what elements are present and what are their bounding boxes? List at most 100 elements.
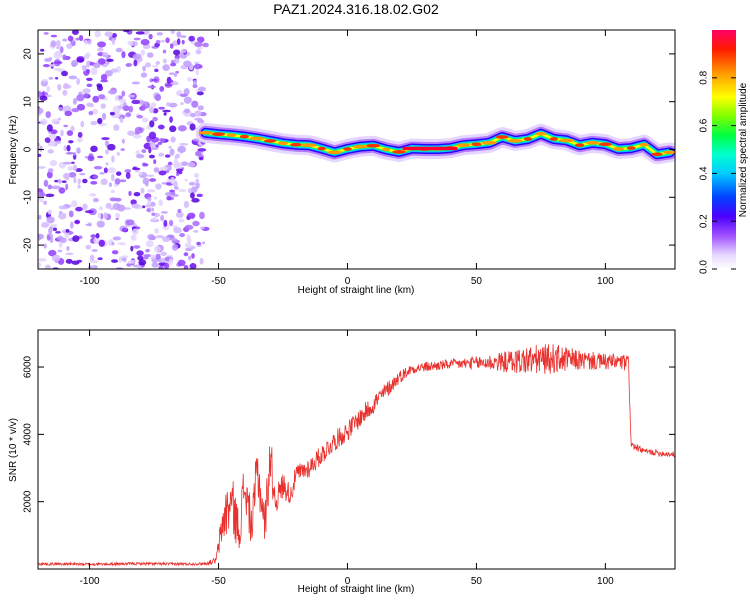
noise-speckle <box>43 179 49 187</box>
noise-speckle <box>115 171 122 176</box>
noise-speckle <box>124 169 132 173</box>
noise-speckle <box>140 49 146 56</box>
noise-speckle <box>131 81 141 85</box>
noise-speckle <box>57 117 62 121</box>
noise-speckle <box>72 98 78 105</box>
noise-speckle <box>135 150 141 156</box>
noise-speckle <box>192 79 197 86</box>
noise-speckle <box>191 198 200 203</box>
noise-speckle <box>169 116 173 123</box>
noise-speckle <box>184 224 194 230</box>
noise-speckle <box>176 31 182 38</box>
noise-speckle <box>162 109 171 113</box>
ridge-peak <box>558 138 575 143</box>
noise-speckle <box>84 210 94 214</box>
noise-speckle <box>194 110 202 117</box>
noise-speckle <box>145 248 150 253</box>
noise-speckle <box>99 206 103 211</box>
noise-speckle <box>171 243 179 251</box>
noise-speckle <box>104 31 114 37</box>
noise-speckle <box>47 168 54 173</box>
noise-speckle <box>142 205 146 209</box>
noise-speckle <box>58 205 67 210</box>
noise-speckle <box>108 89 117 95</box>
spectrogram-y-tick-label: 10 <box>23 96 34 108</box>
noise-speckle <box>110 173 115 182</box>
colorbar-tick-label: 0.8 <box>699 70 710 84</box>
noise-speckle <box>77 178 81 185</box>
noise-speckle <box>90 120 98 126</box>
ridge-peak <box>523 137 533 141</box>
noise-speckle <box>163 112 167 116</box>
noise-speckle <box>188 255 192 261</box>
noise-speckle <box>187 161 196 168</box>
noise-speckle <box>158 199 164 207</box>
spectrogram-y-tick-label: 0 <box>23 146 34 152</box>
noise-speckle <box>74 220 80 224</box>
noise-speckle <box>133 192 141 197</box>
noise-speckle <box>116 152 120 156</box>
noise-speckle <box>38 107 44 115</box>
noise-speckle <box>72 164 78 172</box>
noise-speckle <box>127 40 134 46</box>
noise-speckle <box>101 52 109 58</box>
noise-speckle <box>87 39 92 45</box>
noise-speckle <box>86 83 93 88</box>
noise-speckle <box>82 65 87 72</box>
noise-speckle <box>121 255 129 259</box>
noise-speckle <box>86 60 91 68</box>
noise-speckle <box>168 145 172 149</box>
ridge-peak <box>456 143 471 147</box>
noise-speckle <box>54 179 59 183</box>
noise-speckle <box>77 131 83 138</box>
noise-speckle <box>47 209 53 215</box>
noise-speckle <box>155 39 161 44</box>
snr-x-tick-label: -100 <box>80 576 100 587</box>
noise-speckle <box>137 265 142 269</box>
noise-speckle <box>199 257 204 265</box>
colorbar: 0.0 0.2 0.4 0.6 0.8 Normalized spectral ampl… <box>699 30 749 274</box>
noise-speckle <box>108 182 112 188</box>
noise-speckle <box>104 149 109 155</box>
noise-speckle <box>115 47 123 53</box>
ridge-peak <box>585 141 600 145</box>
noise-speckle <box>65 252 74 256</box>
noise-speckle <box>99 172 105 175</box>
noise-speckle <box>195 49 202 55</box>
noise-speckle <box>91 249 98 252</box>
ridge-peak <box>574 143 585 147</box>
noise-speckle <box>107 143 116 151</box>
noise-speckle <box>154 93 162 102</box>
noise-speckle <box>166 195 172 201</box>
noise-speckle <box>122 30 130 33</box>
noise-speckle <box>90 67 98 75</box>
noise-speckle <box>151 78 159 82</box>
noise-speckle <box>87 155 95 162</box>
noise-speckle <box>111 250 119 255</box>
noise-speckle <box>152 108 159 114</box>
noise-speckle <box>110 68 118 73</box>
noise-speckle <box>44 264 51 269</box>
noise-speckle <box>46 234 51 241</box>
noise-speckle <box>173 158 179 166</box>
noise-speckle <box>153 167 160 173</box>
noise-speckle <box>62 38 68 42</box>
noise-speckle <box>134 126 144 134</box>
noise-speckle <box>157 124 165 130</box>
noise-speckle <box>195 182 200 189</box>
noise-speckle <box>197 105 204 111</box>
noise-speckle <box>58 187 66 194</box>
noise-speckle <box>105 162 109 166</box>
noise-speckle <box>197 119 205 124</box>
noise-speckle <box>198 86 207 92</box>
noise-speckle <box>128 105 134 113</box>
noise-speckle <box>40 118 48 126</box>
noise-speckle <box>55 231 61 234</box>
noise-speckle <box>169 148 175 156</box>
snr-y-tick-label: 6000 <box>23 355 34 378</box>
noise-speckle <box>126 219 135 226</box>
noise-speckle <box>195 89 199 93</box>
noise-speckle <box>188 181 196 186</box>
